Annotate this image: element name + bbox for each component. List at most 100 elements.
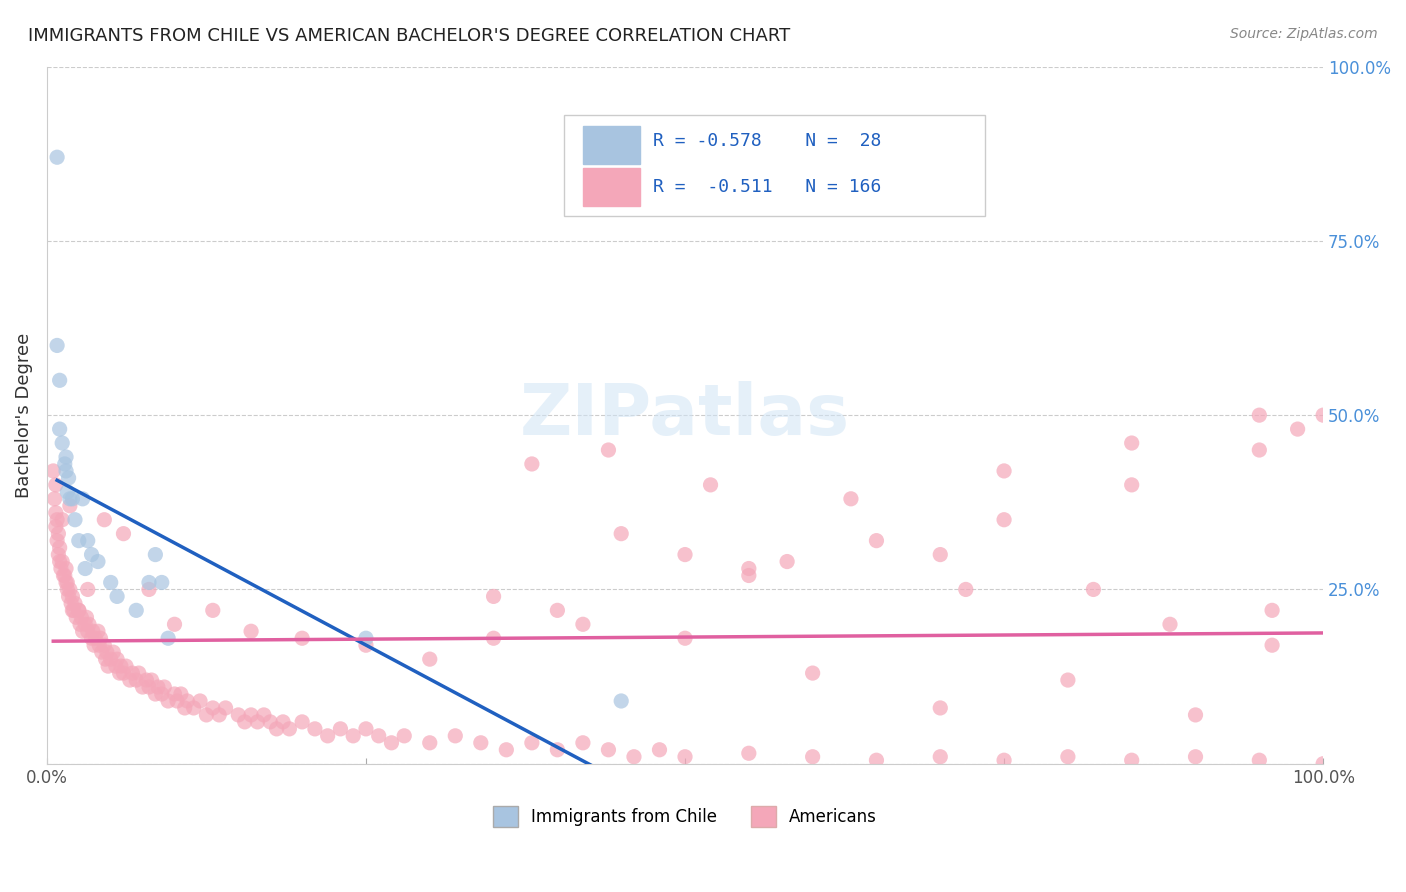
Americans	[48, 548, 70, 562]
Americans	[1261, 638, 1284, 652]
Immigrants from Chile	[87, 555, 110, 569]
Americans	[59, 499, 82, 513]
Americans	[51, 513, 73, 527]
Americans	[63, 596, 86, 610]
Americans	[128, 666, 150, 681]
Americans	[520, 457, 543, 471]
Americans	[188, 694, 211, 708]
Immigrants from Chile	[354, 632, 377, 646]
Bar	[583, 126, 640, 164]
Americans	[77, 617, 100, 632]
Americans	[1121, 478, 1143, 492]
Text: IMMIGRANTS FROM CHILE VS AMERICAN BACHELOR'S DEGREE CORRELATION CHART: IMMIGRANTS FROM CHILE VS AMERICAN BACHEL…	[28, 27, 790, 45]
Americans	[110, 659, 132, 673]
Americans	[1249, 442, 1271, 457]
Immigrants from Chile	[75, 561, 97, 575]
Americans	[87, 624, 110, 639]
Americans	[419, 652, 441, 666]
Americans	[354, 722, 377, 736]
Americans	[201, 701, 224, 715]
Text: ZIPatlas: ZIPatlas	[520, 381, 851, 450]
Americans	[93, 638, 115, 652]
Americans	[367, 729, 389, 743]
Americans	[228, 707, 250, 722]
Americans	[444, 729, 467, 743]
Americans	[157, 694, 180, 708]
Americans	[955, 582, 977, 597]
Immigrants from Chile	[67, 533, 90, 548]
Americans	[42, 464, 65, 478]
Americans	[82, 624, 104, 639]
Immigrants from Chile	[157, 632, 180, 646]
Americans	[201, 603, 224, 617]
Americans	[69, 617, 91, 632]
Immigrants from Chile	[55, 450, 77, 464]
Americans	[546, 603, 568, 617]
Americans	[72, 624, 94, 639]
Y-axis label: Bachelor's Degree: Bachelor's Degree	[15, 333, 32, 498]
Americans	[1249, 408, 1271, 422]
Americans	[598, 743, 620, 757]
Americans	[380, 736, 402, 750]
Americans	[138, 582, 160, 597]
Americans	[84, 632, 107, 646]
Americans	[55, 561, 77, 575]
Americans	[1312, 756, 1334, 771]
Immigrants from Chile	[56, 484, 79, 499]
Americans	[89, 632, 111, 646]
Americans	[1083, 582, 1105, 597]
Americans	[240, 707, 263, 722]
Immigrants from Chile	[59, 491, 82, 506]
Immigrants from Chile	[138, 575, 160, 590]
Americans	[108, 666, 131, 681]
Americans	[342, 729, 364, 743]
Americans	[97, 659, 120, 673]
Americans	[259, 714, 281, 729]
Americans	[103, 645, 125, 659]
Americans	[1261, 603, 1284, 617]
Americans	[118, 673, 141, 687]
Americans	[993, 753, 1015, 767]
Americans	[738, 568, 761, 582]
Americans	[253, 707, 276, 722]
Americans	[105, 652, 128, 666]
Americans	[45, 519, 67, 533]
Americans	[673, 548, 696, 562]
Americans	[610, 526, 633, 541]
Americans	[76, 582, 98, 597]
Americans	[1286, 422, 1309, 436]
Americans	[208, 707, 231, 722]
Americans	[329, 722, 352, 736]
Americans	[304, 722, 326, 736]
Americans	[801, 749, 824, 764]
Americans	[67, 603, 90, 617]
Americans	[929, 548, 952, 562]
Americans	[76, 624, 98, 639]
Americans	[138, 680, 160, 694]
Americans	[49, 561, 72, 575]
Americans	[470, 736, 492, 750]
Americans	[65, 610, 87, 624]
Americans	[48, 541, 70, 555]
Americans	[44, 491, 66, 506]
Americans	[121, 666, 143, 681]
Americans	[48, 526, 70, 541]
Americans	[62, 590, 84, 604]
Americans	[1184, 707, 1206, 722]
Americans	[141, 673, 163, 687]
Americans	[839, 491, 862, 506]
Americans	[62, 603, 84, 617]
Americans	[482, 632, 505, 646]
Americans	[699, 478, 721, 492]
Immigrants from Chile	[145, 548, 167, 562]
Americans	[55, 575, 77, 590]
Americans	[240, 624, 263, 639]
Americans	[90, 645, 112, 659]
Americans	[673, 749, 696, 764]
Americans	[135, 673, 157, 687]
Immigrants from Chile	[76, 533, 98, 548]
Americans	[183, 701, 205, 715]
Americans	[163, 617, 186, 632]
Americans	[62, 603, 84, 617]
Americans	[52, 568, 75, 582]
